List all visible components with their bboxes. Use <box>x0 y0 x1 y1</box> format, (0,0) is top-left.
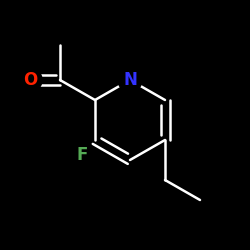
Circle shape <box>18 68 42 92</box>
Text: O: O <box>23 71 37 89</box>
Text: F: F <box>77 146 88 164</box>
Circle shape <box>118 68 142 92</box>
Circle shape <box>70 143 94 167</box>
Text: N: N <box>123 71 137 89</box>
